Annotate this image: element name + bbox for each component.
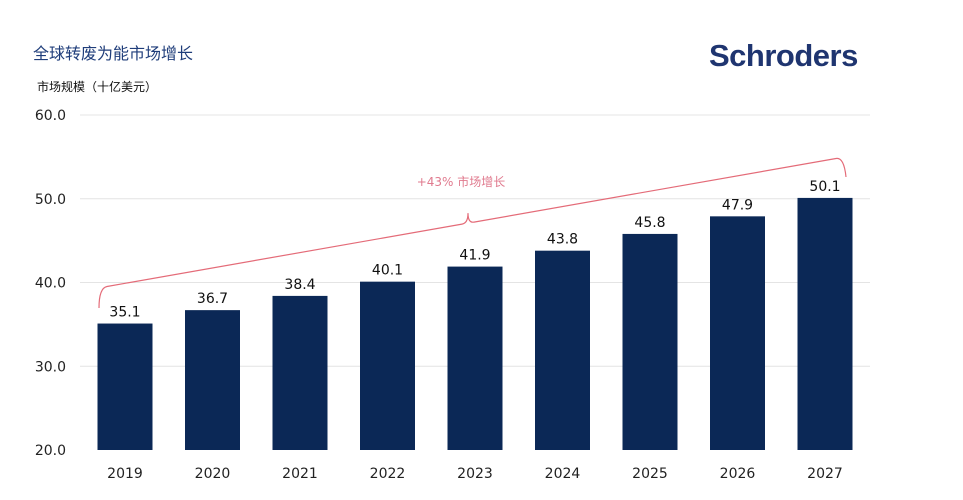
- y-axis-label: 市场规模（十亿美元）: [37, 80, 158, 94]
- x-tick-label-2027: 2027: [807, 466, 843, 482]
- data-label-2023: 41.9: [459, 248, 490, 264]
- data-label-2025: 45.8: [634, 215, 665, 231]
- x-tick-label-2020: 2020: [195, 466, 231, 482]
- y-tick-label: 60.0: [35, 108, 66, 124]
- bar-2021: [272, 295, 328, 450]
- data-label-2026: 47.9: [722, 197, 753, 213]
- y-axis-ticks: 20.0 30.0 40.0 50.0 60.0: [35, 108, 66, 459]
- bar-2020: [185, 310, 240, 450]
- x-tick-label-2021: 2021: [282, 466, 318, 482]
- schroders-logo: Schroders: [709, 38, 858, 73]
- bar-2023: [447, 266, 503, 450]
- bar-2022: [360, 281, 415, 450]
- y-tick-label: 20.0: [35, 443, 66, 459]
- bar-2024: [535, 250, 590, 450]
- data-label-2019: 35.1: [109, 305, 140, 321]
- x-tick-label-2023: 2023: [457, 466, 493, 482]
- data-label-2022: 40.1: [372, 263, 403, 279]
- bar-2019: [97, 323, 153, 450]
- growth-annotation-text: +43% 市场增长: [417, 174, 506, 189]
- bar-2026: [710, 216, 765, 450]
- bars: [97, 197, 853, 450]
- x-tick-label-2024: 2024: [545, 466, 581, 482]
- data-label-2021: 38.4: [284, 277, 315, 293]
- chart-title: 全球转废为能市场增长: [33, 44, 194, 63]
- data-label-2024: 43.8: [547, 232, 578, 248]
- x-tick-label-2022: 2022: [370, 466, 406, 482]
- x-axis-ticks: 2019 2020 2021 2022 2023 2024 2025 2026 2027: [107, 466, 843, 482]
- data-label-2027: 50.1: [809, 179, 840, 195]
- data-labels: 35.1 36.7 38.4 40.1 41.9 43.8 45.8 47.9 50.1: [109, 179, 840, 321]
- y-tick-label: 30.0: [35, 359, 66, 375]
- x-tick-label-2025: 2025: [632, 466, 668, 482]
- data-label-2020: 36.7: [197, 291, 228, 307]
- y-tick-label: 40.0: [35, 276, 66, 292]
- bar-2027: [797, 197, 853, 450]
- x-tick-label-2026: 2026: [720, 466, 756, 482]
- x-tick-label-2019: 2019: [107, 466, 143, 482]
- bar-2025: [622, 233, 678, 450]
- y-tick-label: 50.0: [35, 192, 66, 208]
